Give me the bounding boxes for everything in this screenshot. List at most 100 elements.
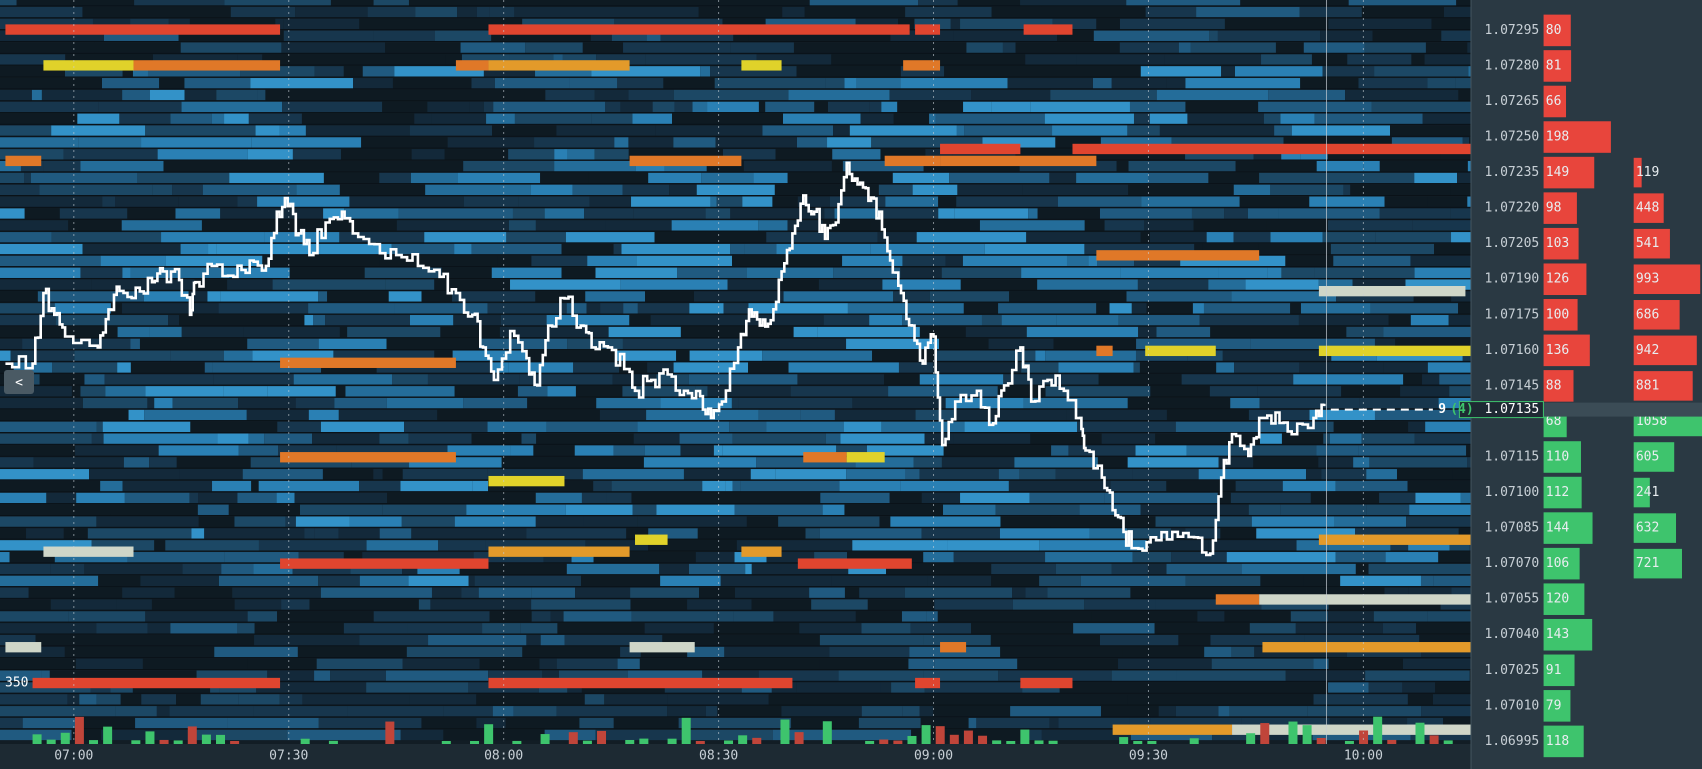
heat-cell [1279, 326, 1347, 338]
heat-cell [648, 172, 702, 184]
heat-cell [962, 255, 1067, 267]
heat-cell [902, 706, 920, 717]
heat-cell [0, 694, 68, 705]
heat-cell [1413, 291, 1452, 302]
heat-cell [585, 291, 646, 302]
heat-cell [1133, 113, 1150, 124]
heat-cell [848, 563, 887, 575]
heat-cell [809, 587, 845, 598]
heat-cell [673, 137, 716, 148]
liquidity-level [488, 475, 565, 487]
heat-cell [243, 326, 340, 338]
heat-cell [525, 42, 583, 53]
heat-cell [611, 30, 647, 41]
heat-cell [51, 232, 162, 243]
heat-cell [1300, 149, 1328, 160]
heat-cell [1138, 326, 1157, 338]
heat-cell [204, 362, 213, 373]
heat-cell [1365, 670, 1470, 681]
liquidity-level [915, 24, 941, 35]
collapse-button-label[interactable]: < [15, 376, 23, 391]
heat-cell [751, 599, 812, 610]
heat-cell [398, 208, 513, 219]
heat-cell [174, 587, 220, 598]
left-volume-bar [1543, 654, 1575, 687]
order-count: (4) [1450, 402, 1473, 417]
heat-cell [1132, 552, 1172, 563]
heat-cell [674, 101, 693, 113]
heat-cell [0, 516, 97, 527]
heat-cell [1462, 137, 1470, 148]
heat-cell [1148, 172, 1209, 184]
heat-cell [0, 89, 32, 101]
heat-cell [1193, 220, 1267, 231]
heat-cell [1181, 374, 1294, 385]
heat-cell [0, 575, 99, 587]
heat-cell [831, 575, 928, 587]
heat-cell [1130, 587, 1222, 598]
heat-cell [1155, 433, 1260, 444]
heat-cell [819, 528, 922, 539]
heat-cell [501, 457, 598, 468]
right-volume-bar [1633, 477, 1650, 508]
heat-cell [0, 172, 25, 184]
heat-cell [0, 113, 78, 124]
heat-cell [487, 303, 567, 314]
heat-cell [1427, 78, 1456, 89]
heat-cell [553, 54, 563, 65]
heat-cell [827, 137, 872, 148]
heat-cell [410, 255, 498, 267]
heat-cell [1425, 421, 1481, 433]
heat-cell [1374, 66, 1469, 77]
heat-cell [130, 267, 223, 278]
heat-cell [50, 563, 85, 575]
heat-cell [59, 208, 128, 219]
heat-cell [1136, 338, 1251, 350]
collapse-button[interactable]: < [4, 370, 34, 394]
heat-cell [200, 694, 239, 705]
heat-cell [366, 682, 469, 693]
heat-cell [600, 303, 624, 314]
heat-cell [89, 469, 180, 480]
price-label: 1.07265 [1484, 94, 1539, 109]
heat-cell [52, 362, 118, 373]
heat-cell [489, 6, 515, 18]
heat-cell [117, 326, 150, 338]
heat-cell [925, 149, 953, 160]
right-volume-bar [1633, 228, 1670, 259]
heat-cell [998, 303, 1097, 314]
collapse-button-box[interactable] [4, 370, 34, 394]
heat-cell [253, 706, 348, 717]
heat-cell [76, 492, 125, 504]
heat-cell [1355, 563, 1369, 575]
heat-cell [137, 172, 230, 184]
heat-cell [454, 516, 536, 527]
heat-cell [1348, 0, 1457, 6]
heat-cell [1410, 315, 1449, 326]
heat-cell [180, 243, 209, 255]
heat-cell [366, 540, 439, 551]
heat-cell [0, 457, 34, 468]
trade-volume-bar [963, 730, 973, 744]
heat-cell [110, 504, 198, 515]
heat-cell [530, 184, 573, 196]
heat-cell [222, 267, 290, 278]
heat-cell [94, 42, 181, 53]
heat-cell [1118, 315, 1200, 326]
heat-cell [793, 42, 899, 53]
heat-cell [237, 196, 258, 207]
heat-cell [471, 243, 562, 255]
heat-cell [765, 18, 856, 30]
heat-cell [1222, 350, 1332, 361]
heat-cell [223, 350, 253, 361]
liquidity-level [1112, 724, 1233, 735]
heat-cell [445, 54, 462, 65]
heat-cell [941, 267, 1022, 278]
price-axis: 801.07295811.07280661.072651981.07250149… [1458, 14, 1702, 758]
heat-cell [746, 516, 779, 527]
left-volume-bar [1543, 725, 1584, 758]
heat-cell [198, 516, 235, 527]
left-volume-bar [1543, 227, 1579, 260]
trade-volume-bar [597, 730, 607, 744]
heat-cell [1100, 137, 1172, 148]
